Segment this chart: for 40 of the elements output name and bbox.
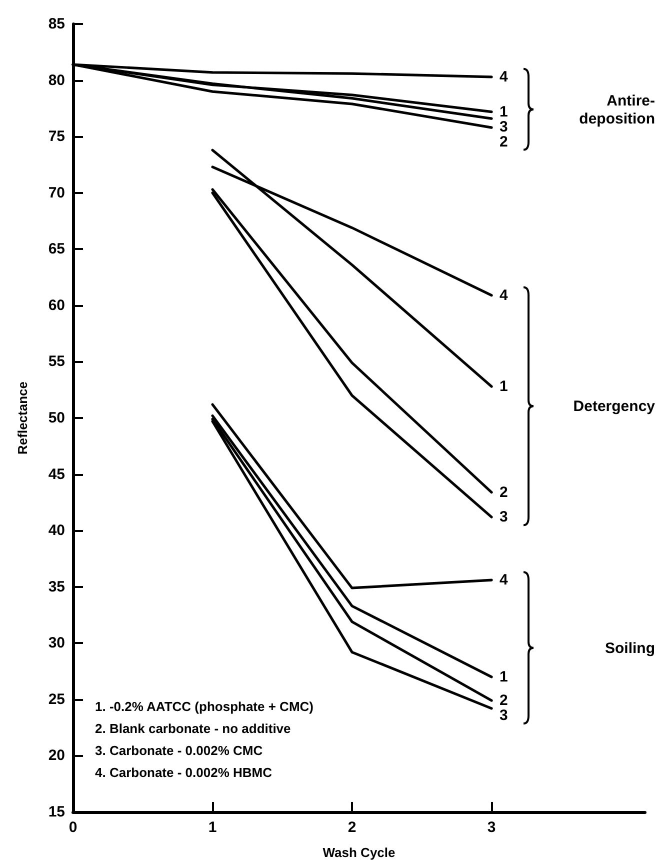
y-tick-label: 15	[48, 804, 65, 820]
y-tick-label: 30	[48, 634, 65, 652]
y-tick-label: 60	[48, 296, 65, 314]
x-tick-label: 0	[68, 819, 78, 836]
y-tick-label: 80	[48, 72, 65, 89]
y-tick-label: 35	[48, 578, 65, 596]
series-label: 3	[500, 508, 508, 526]
annotation: 2. Blank carbonate - no additive	[95, 721, 291, 736]
y-axis-title: Reflectance	[15, 382, 30, 454]
series-label: 2	[500, 484, 508, 501]
y-tick-label: 25	[48, 690, 65, 708]
series-label: 1	[500, 103, 508, 120]
y-tick-label: 45	[48, 466, 65, 483]
y-tick-label: 40	[48, 522, 65, 540]
x-axis-title: Wash Cycle	[322, 845, 396, 860]
series-label: 1	[500, 668, 508, 686]
annotation: 3. Carbonate - 0.002% CMC	[95, 743, 264, 758]
series-label: 1	[500, 378, 508, 395]
annotation: Detergency	[573, 398, 656, 416]
y-tick-label: 50	[48, 410, 65, 426]
y-tick-label: 20	[48, 747, 65, 764]
x-tick-label: 2	[348, 819, 356, 836]
annotation: Soiling	[605, 640, 655, 657]
annotation: 4. Carbonate - 0.002% HBMC	[95, 765, 273, 780]
series-label: 2	[500, 692, 508, 710]
series-label: 4	[500, 68, 509, 86]
annotation: Antire- deposition	[579, 92, 655, 128]
series-label: 4	[500, 286, 509, 304]
annotation: 1. -0.2% AATCC (phosphate + CMC)	[95, 699, 314, 714]
series-label: 3	[500, 118, 508, 136]
series-label: 3	[500, 707, 508, 724]
y-tick-label: 65	[48, 240, 65, 258]
y-tick-label: 75	[48, 128, 65, 146]
series-label: 2	[500, 133, 508, 150]
y-tick-label: 70	[48, 184, 65, 202]
x-tick-label: 3	[487, 819, 496, 836]
x-tick-label: 1	[208, 819, 217, 836]
y-tick-label: 55	[48, 353, 65, 370]
series-label: 4	[500, 572, 509, 589]
y-tick-label: 85	[48, 16, 65, 32]
